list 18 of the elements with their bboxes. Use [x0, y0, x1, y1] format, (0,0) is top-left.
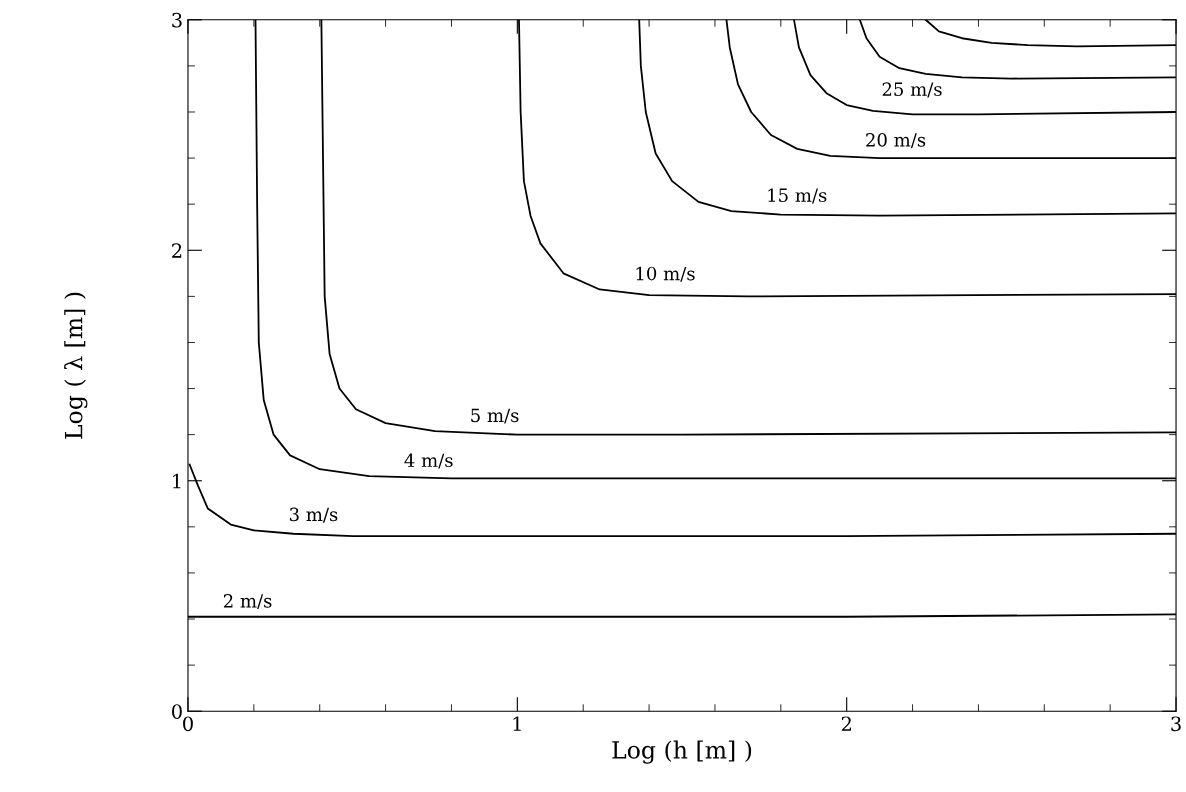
x-tick-label: 2 [841, 716, 851, 731]
series-label: 15 m/s [768, 188, 827, 204]
y-tick-label: 3 [172, 12, 182, 28]
y-tick-label: 1 [173, 473, 181, 489]
series-label: 2 m/s [223, 594, 272, 610]
x-tick-label: 3 [1171, 716, 1181, 732]
series-label: 4 m/s [404, 453, 453, 469]
y-tick-label: 0 [172, 704, 182, 719]
y-tick-label: 2 [172, 243, 182, 258]
x-axis-title: Log (h [m] ) [612, 740, 752, 764]
y-axis-title: Log ( λ [m] ) [64, 292, 88, 439]
series-label: 10 m/s [636, 266, 695, 282]
series-label: 20 m/s [866, 133, 926, 149]
x-tick-label: 1 [513, 716, 521, 731]
series-label: 5 m/s [471, 408, 519, 424]
series-label: 25 m/s [882, 82, 942, 98]
series-label: 3 m/s [289, 507, 338, 523]
x-tick-label: 0 [183, 716, 193, 732]
